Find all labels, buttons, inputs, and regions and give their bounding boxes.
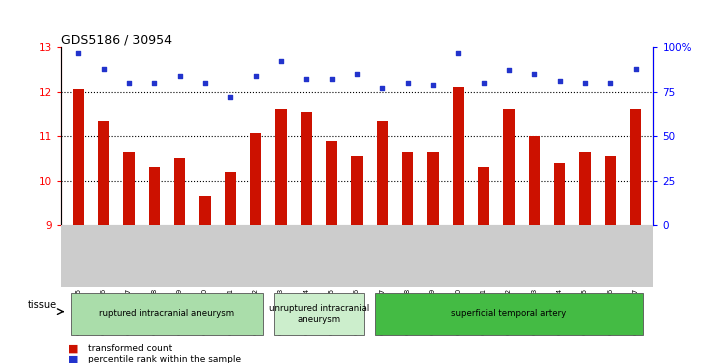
Point: [376, 85, 388, 91]
Bar: [73, 89, 84, 225]
Bar: [402, 152, 413, 225]
Text: unruptured intracranial
aneurysm: unruptured intracranial aneurysm: [269, 304, 369, 324]
Bar: [199, 196, 211, 225]
Bar: [326, 140, 338, 225]
Point: [301, 76, 312, 82]
Point: [98, 66, 109, 72]
Bar: [376, 293, 643, 335]
Point: [605, 80, 616, 86]
Point: [250, 73, 261, 78]
Bar: [225, 172, 236, 225]
Bar: [276, 109, 287, 225]
Point: [630, 66, 641, 72]
Bar: [554, 163, 565, 225]
Point: [453, 50, 464, 56]
Text: ruptured intracranial aneurysm: ruptured intracranial aneurysm: [99, 310, 235, 318]
Bar: [427, 152, 438, 225]
Point: [225, 94, 236, 100]
Bar: [605, 156, 616, 225]
Text: ■: ■: [68, 354, 79, 363]
Point: [124, 80, 135, 86]
Text: ■: ■: [68, 343, 79, 354]
Text: transformed count: transformed count: [88, 344, 172, 353]
Bar: [250, 133, 261, 225]
Bar: [301, 112, 312, 225]
Bar: [528, 136, 540, 225]
Point: [478, 80, 489, 86]
Bar: [376, 121, 388, 225]
Bar: [351, 156, 363, 225]
Bar: [124, 152, 135, 225]
Point: [199, 80, 211, 86]
Bar: [274, 293, 364, 335]
Point: [149, 80, 160, 86]
Point: [579, 80, 590, 86]
Point: [73, 50, 84, 56]
Text: superficial temporal artery: superficial temporal artery: [451, 310, 567, 318]
Point: [326, 76, 338, 82]
Bar: [478, 167, 489, 225]
Point: [351, 71, 363, 77]
Point: [276, 58, 287, 64]
Text: percentile rank within the sample: percentile rank within the sample: [88, 355, 241, 363]
Text: GDS5186 / 30954: GDS5186 / 30954: [61, 33, 171, 46]
Bar: [98, 121, 109, 225]
Point: [554, 78, 565, 84]
Point: [528, 71, 540, 77]
Bar: [503, 109, 515, 225]
Bar: [149, 167, 160, 225]
Point: [174, 73, 186, 78]
Bar: [579, 152, 590, 225]
Bar: [630, 109, 641, 225]
Text: tissue: tissue: [28, 300, 57, 310]
Point: [402, 80, 413, 86]
Point: [503, 68, 515, 73]
Bar: [174, 158, 186, 225]
Bar: [453, 87, 464, 225]
Point: [427, 82, 438, 87]
Bar: [71, 293, 263, 335]
